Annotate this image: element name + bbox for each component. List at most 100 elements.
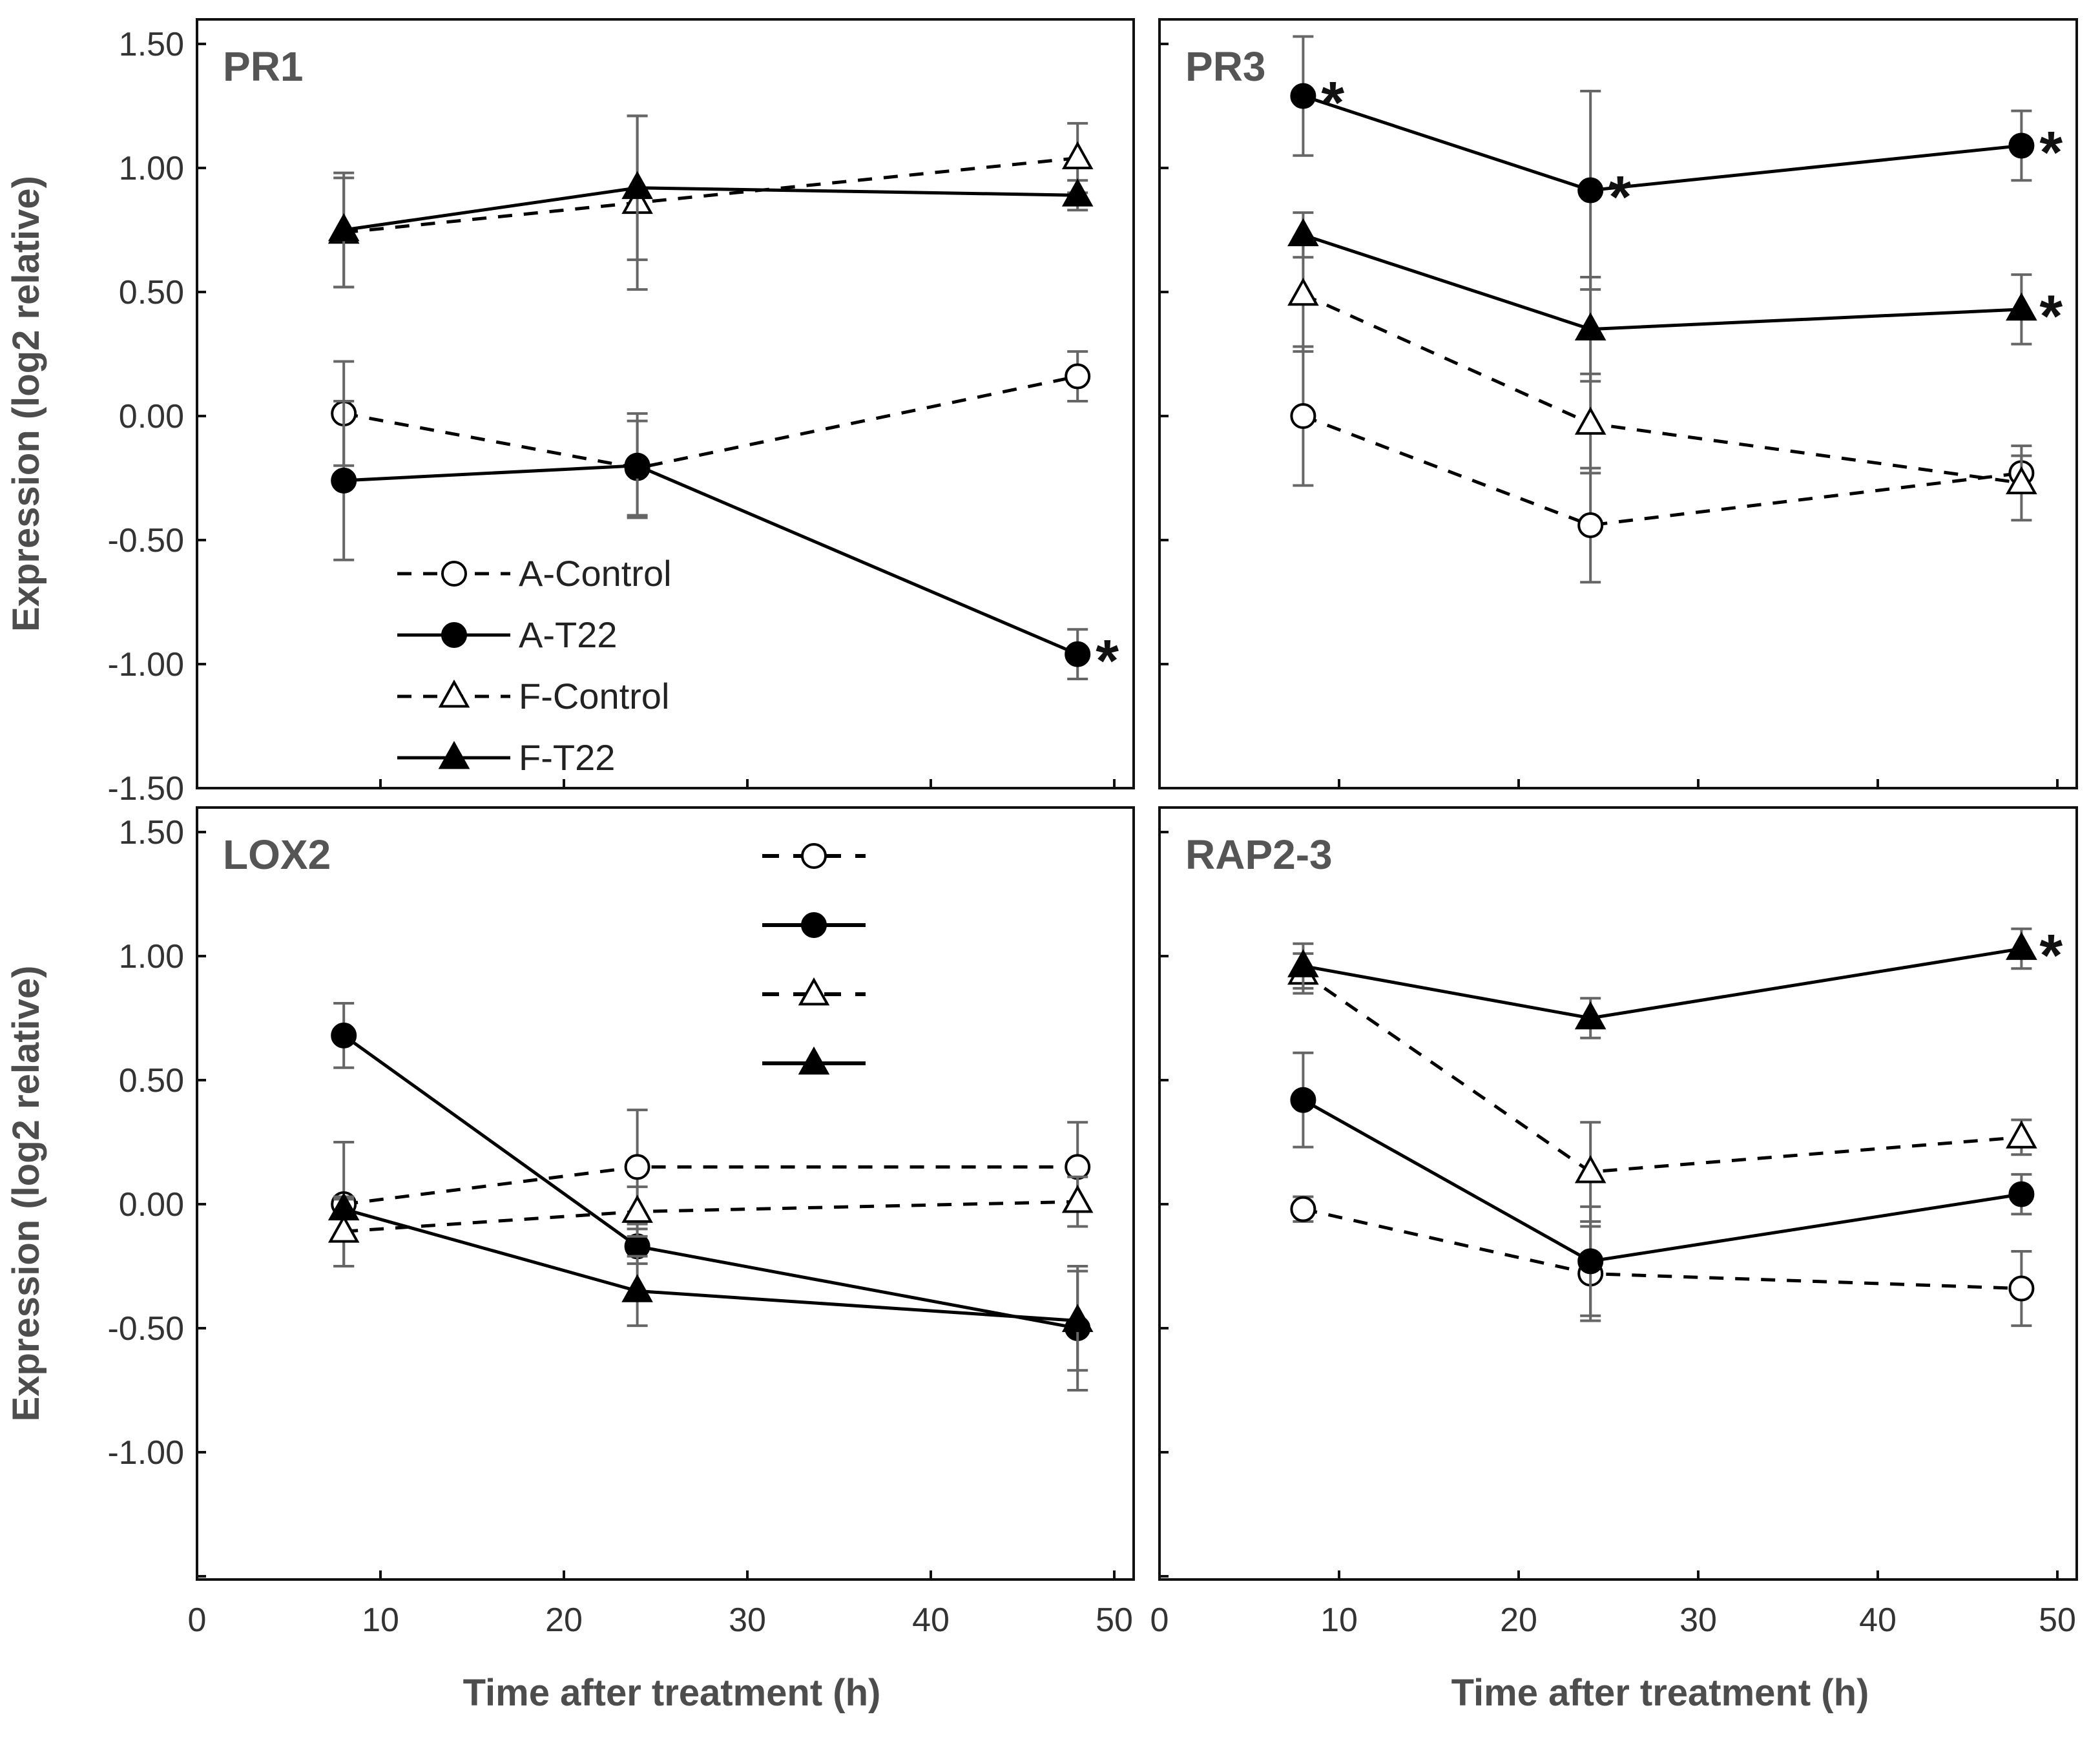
- series-f-control: [327, 1175, 1094, 1267]
- y-tick-label: 0.00: [119, 1186, 184, 1224]
- data-point: [1061, 178, 1094, 207]
- data-point: [1290, 1087, 1316, 1113]
- significance-star: *: [1096, 629, 1119, 694]
- series-line: [1302, 414, 2022, 527]
- legend: A-Control A-T22 F-Control F-T22: [397, 553, 672, 778]
- series-line: [1302, 1098, 2022, 1263]
- legend-marker: [441, 622, 467, 648]
- significance-star: *: [2039, 923, 2063, 988]
- series-line: [1302, 233, 2022, 331]
- legend-entry: A-T22: [397, 614, 618, 655]
- plot-frame: [1158, 806, 2078, 1581]
- data-point: [1574, 1001, 1606, 1030]
- legend-symbols: [762, 843, 866, 1075]
- x-tick-label: 10: [1320, 1601, 1358, 1639]
- series-a-control: [331, 1109, 1091, 1267]
- y-tick-label: 1.50: [119, 26, 184, 63]
- data-point: [2006, 1120, 2037, 1149]
- data-point: [624, 1233, 650, 1260]
- data-point: [2006, 292, 2037, 321]
- panel-rap2-3: 0 10 20 30 40 50 RAP2-3 *: [1150, 806, 2078, 1639]
- data-point: [2006, 932, 2037, 960]
- x-tick-label: 40: [912, 1601, 950, 1639]
- plot-frame: [196, 806, 1135, 1581]
- significance-star: *: [2039, 284, 2063, 349]
- legend-marker: [441, 561, 467, 587]
- series-line: [1302, 94, 2022, 193]
- panel-title: RAP2-3: [1185, 831, 1333, 878]
- data-point: [331, 467, 357, 494]
- data-point: [1290, 403, 1316, 429]
- data-point: [1287, 277, 1319, 306]
- data-point: [621, 171, 653, 200]
- legend-entry: A-Control: [397, 553, 672, 594]
- x-tick-label: 0: [1150, 1601, 1169, 1639]
- y-tick-label: -1.50: [107, 770, 184, 808]
- legend-entry: [762, 1046, 866, 1075]
- data-point: [1574, 312, 1606, 340]
- x-tick-label: 20: [545, 1601, 583, 1639]
- series-line: [343, 1207, 1078, 1322]
- series-f-control: [1287, 952, 2037, 1223]
- series-a-control: [1290, 1195, 2035, 1328]
- data-point: [331, 1022, 357, 1048]
- data-point: [621, 1274, 653, 1302]
- data-point: [1577, 177, 1604, 203]
- x-tick-label: 40: [1859, 1601, 1897, 1639]
- series-a-t22: *: [331, 399, 1119, 694]
- legend-entry: [762, 843, 866, 869]
- y-tick-label: 1.00: [119, 150, 184, 187]
- series-a-control: [331, 350, 1091, 517]
- series-line: [342, 1034, 1078, 1330]
- data-point: [621, 1194, 653, 1223]
- y-axis-title: Expression (log2 relative): [5, 966, 47, 1422]
- series-a-control: [1290, 345, 2035, 584]
- series-line: [1302, 972, 2022, 1174]
- x-axis-title-right: Time after treatment (h): [1451, 1672, 1869, 1714]
- data-point: [1061, 1304, 1094, 1332]
- legend-label: A-Control: [519, 553, 672, 594]
- data-point: [1061, 141, 1094, 170]
- x-tick-label: 50: [2039, 1601, 2076, 1639]
- x-tick-label: 10: [362, 1601, 399, 1639]
- panels: 1.50 1.00 0.50 0.00 -0.50 -1.00 -1.50 PR1 Expres…: [5, 18, 2078, 1639]
- legend-entry: [762, 977, 866, 1006]
- x-tick-label: 20: [1500, 1601, 1537, 1639]
- data-point: [2006, 466, 2037, 495]
- panel-pr1: 1.50 1.00 0.50 0.00 -0.50 -1.00 -1.50 PR1 Expres…: [5, 18, 1135, 808]
- panel-title: LOX2: [223, 831, 331, 878]
- data-point: [1577, 1248, 1604, 1275]
- legend-marker: [801, 843, 827, 869]
- data-point: [1287, 218, 1319, 247]
- legend-entry: F-T22: [397, 737, 615, 778]
- series-line: [344, 1200, 1078, 1233]
- y-tick-label: 0.50: [119, 1062, 184, 1100]
- series-f-control: [327, 114, 1094, 291]
- panel-pr3: PR3 * * * *: [1158, 18, 2078, 789]
- data-point: [1287, 949, 1319, 977]
- legend-label: F-Control: [519, 676, 669, 716]
- legend-marker: [438, 740, 470, 769]
- plot-frame: [196, 18, 1135, 789]
- x-tick-label: 30: [729, 1601, 766, 1639]
- data-point: [1290, 1196, 1316, 1222]
- data-point: [2008, 1275, 2035, 1302]
- x-tick-label: 50: [1096, 1601, 1133, 1639]
- significance-star: *: [1608, 165, 1632, 231]
- y-tick-label: -0.50: [107, 522, 184, 559]
- data-point: [1065, 641, 1091, 667]
- x-axis-title-left: Time after treatment (h): [463, 1672, 881, 1714]
- panel-title: PR3: [1185, 43, 1266, 90]
- legend-marker: [801, 912, 827, 938]
- series-line: [343, 156, 1078, 235]
- data-point: [1574, 1154, 1606, 1183]
- series-a-t22: * * *: [1290, 35, 2063, 291]
- legend-marker: [438, 679, 470, 708]
- x-tick-label: 0: [188, 1601, 207, 1639]
- series-a-t22: [1290, 1051, 2035, 1317]
- data-point: [1061, 1185, 1094, 1213]
- panel-lox2: 1.50 1.00 0.50 0.00 -0.50 -1.00 0 10 20 30 40 50 LOX…: [5, 806, 1135, 1639]
- legend-label: F-T22: [519, 737, 615, 778]
- series-f-t22: [327, 1192, 1094, 1372]
